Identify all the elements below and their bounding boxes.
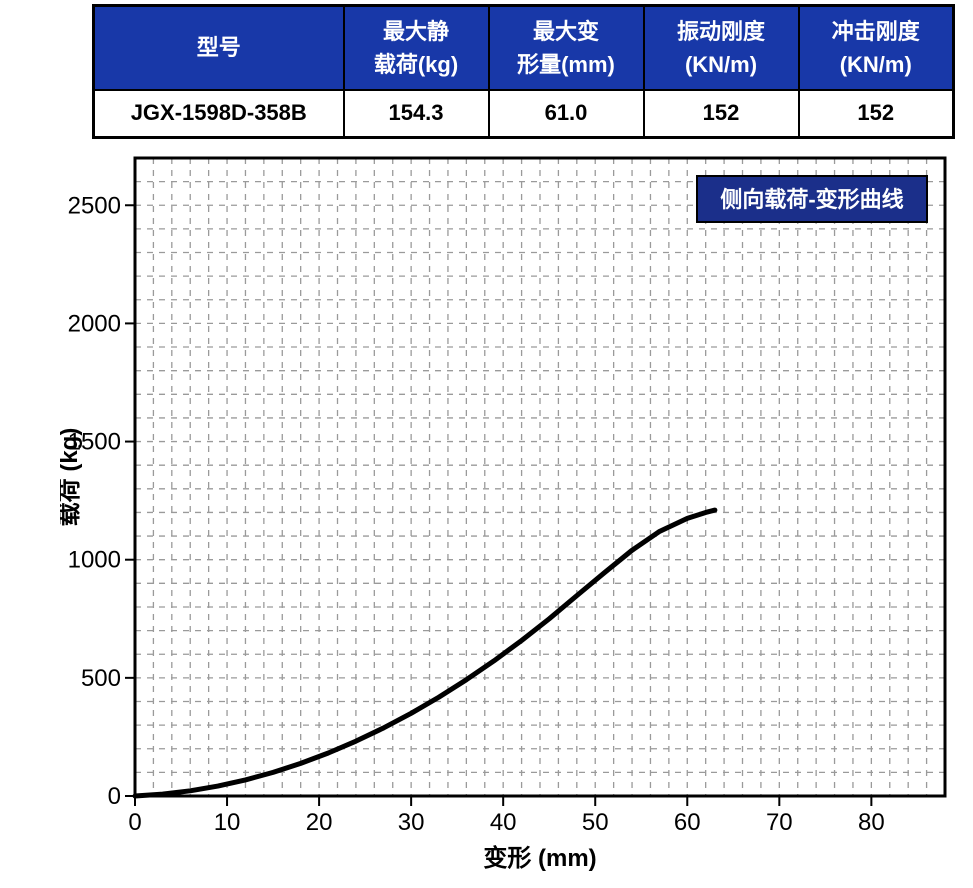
header-model: 型号 bbox=[94, 6, 344, 90]
load-deformation-chart: 0102030405060708005001000150020002500侧向载… bbox=[60, 148, 960, 878]
chart-svg: 0102030405060708005001000150020002500侧向载… bbox=[60, 148, 960, 878]
svg-text:变形 (mm): 变形 (mm) bbox=[483, 844, 596, 872]
header-max-load-label: 最大静载荷(kg) bbox=[374, 19, 458, 77]
svg-text:10: 10 bbox=[214, 809, 241, 836]
header-model-label: 型号 bbox=[197, 35, 241, 60]
table-row: JGX-1598D-358B 154.3 61.0 152 152 bbox=[94, 90, 954, 138]
header-vib-stiff: 振动刚度(KN/m) bbox=[644, 6, 799, 90]
header-shock-stiff: 冲击刚度(KN/m) bbox=[799, 6, 954, 90]
cell-model: JGX-1598D-358B bbox=[94, 90, 344, 138]
cell-vib-stiff: 152 bbox=[644, 90, 799, 138]
header-max-load: 最大静载荷(kg) bbox=[344, 6, 489, 90]
cell-shock-stiff: 152 bbox=[799, 90, 954, 138]
svg-text:500: 500 bbox=[81, 665, 121, 692]
header-max-deform-label: 最大变形量(mm) bbox=[517, 19, 615, 77]
svg-text:40: 40 bbox=[490, 809, 517, 836]
header-shock-stiff-label: 冲击刚度(KN/m) bbox=[832, 19, 920, 77]
svg-text:载荷 (kg): 载荷 (kg) bbox=[60, 428, 83, 527]
svg-text:2500: 2500 bbox=[68, 192, 121, 219]
svg-text:50: 50 bbox=[582, 809, 609, 836]
svg-text:侧向载荷-变形曲线: 侧向载荷-变形曲线 bbox=[720, 187, 903, 212]
svg-text:2000: 2000 bbox=[68, 310, 121, 337]
header-max-deform: 最大变形量(mm) bbox=[489, 6, 644, 90]
svg-text:70: 70 bbox=[766, 809, 793, 836]
svg-text:1000: 1000 bbox=[68, 547, 121, 574]
svg-text:30: 30 bbox=[398, 809, 425, 836]
svg-text:80: 80 bbox=[858, 809, 885, 836]
svg-text:60: 60 bbox=[674, 809, 701, 836]
cell-max-deform: 61.0 bbox=[489, 90, 644, 138]
spec-table: 型号 最大静载荷(kg) 最大变形量(mm) 振动刚度(KN/m) 冲击刚度(K… bbox=[92, 4, 955, 139]
svg-text:0: 0 bbox=[108, 783, 121, 810]
table-header-row: 型号 最大静载荷(kg) 最大变形量(mm) 振动刚度(KN/m) 冲击刚度(K… bbox=[94, 6, 954, 90]
svg-text:0: 0 bbox=[128, 809, 141, 836]
svg-text:20: 20 bbox=[306, 809, 333, 836]
header-vib-stiff-label: 振动刚度(KN/m) bbox=[677, 19, 765, 77]
cell-max-load: 154.3 bbox=[344, 90, 489, 138]
